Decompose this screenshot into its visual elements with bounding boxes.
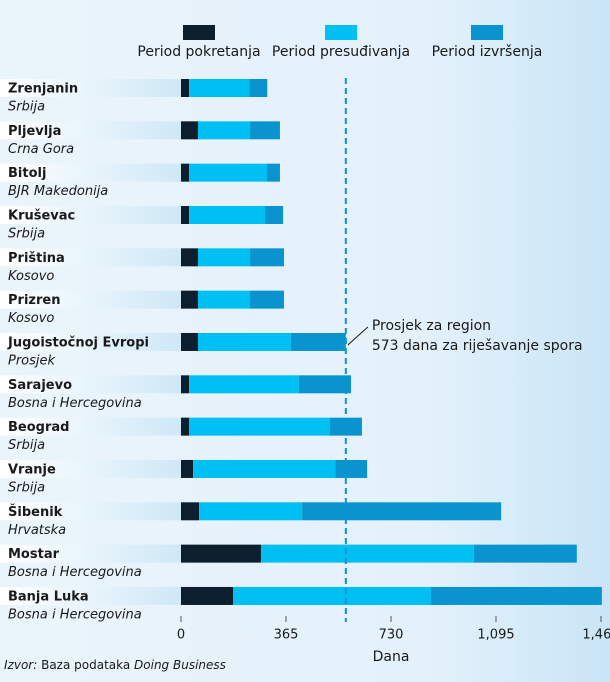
bar-segment: [181, 290, 198, 309]
subcategory-label: Kosovo: [8, 311, 54, 326]
bar-segment: [330, 417, 362, 436]
bar-segment: [302, 502, 502, 521]
source-prefix: Izvor:: [4, 658, 37, 672]
subcategory-label: Bosna i Hercegovina: [8, 396, 142, 411]
bar-segment: [233, 586, 431, 605]
category-label: Bitolj: [8, 166, 46, 181]
annotation: 573 dana za riješavanje spora: [372, 338, 583, 354]
bar-segment: [250, 248, 284, 267]
category-label: Banja Luka: [8, 589, 89, 604]
source-italic: Doing Business: [134, 658, 226, 672]
category-label: Prizren: [8, 293, 60, 308]
source: Izvor: Baza podataka Doing Business: [4, 658, 226, 672]
row-band: [0, 163, 181, 182]
legend-swatch: [471, 25, 503, 40]
legend-label: Period presuđivanja: [272, 44, 410, 60]
bar-segment: [265, 205, 284, 224]
subcategory-label: Srbija: [8, 480, 45, 495]
bar-segment: [181, 205, 190, 224]
category-label: Jugoistočnoj Evropi: [7, 335, 149, 350]
bar-segment: [197, 290, 251, 309]
subcategory-label: Srbija: [8, 438, 45, 453]
row-band: [0, 375, 181, 394]
bar-segment: [181, 502, 200, 521]
legend-label: Period izvršenja: [432, 44, 543, 60]
bar-segment: [199, 502, 303, 521]
bar-segment: [290, 332, 346, 351]
bar-segment: [181, 163, 190, 182]
bar-segment: [189, 79, 250, 97]
row-band: [0, 417, 181, 436]
x-tick-label: 1,095: [477, 628, 514, 643]
x-axis-label: Dana: [373, 649, 410, 665]
bar-segment: [181, 121, 198, 140]
bar-segment: [197, 121, 251, 140]
x-tick-label: 0: [177, 628, 185, 643]
bar-segment: [181, 332, 198, 351]
bar-segment: [193, 459, 336, 478]
bar-segment: [181, 375, 190, 394]
bar-segment: [181, 586, 234, 605]
bar-segment: [181, 248, 198, 267]
row-band: [0, 79, 181, 97]
subcategory-label: Hrvatska: [8, 523, 66, 538]
row-band: [0, 205, 181, 224]
category-label: Pljevlja: [8, 124, 61, 139]
subcategory-label: BJR Makedonija: [8, 184, 108, 199]
x-tick-label: 365: [274, 628, 299, 643]
subcategory-label: Prosjek: [8, 353, 56, 368]
row-band: [0, 586, 181, 605]
category-label: Šibenik: [8, 504, 63, 520]
subcategory-label: Bosna i Hercegovina: [8, 607, 142, 622]
legend-swatch: [325, 25, 357, 40]
bar-segment: [197, 248, 251, 267]
source-text: Baza podataka: [37, 658, 134, 672]
bar-segment: [189, 163, 268, 182]
subcategory-label: Bosna i Hercegovina: [8, 565, 142, 580]
bar-segment: [430, 586, 602, 605]
subcategory-label: Kosovo: [8, 269, 54, 284]
bar-segment: [189, 205, 265, 224]
category-label: Beograd: [8, 420, 69, 435]
x-tick-label: 730: [379, 628, 404, 643]
row-band: [0, 290, 181, 309]
category-label: Kruševac: [8, 208, 75, 223]
bar-segment: [473, 544, 577, 563]
bar-segment: [181, 544, 261, 563]
category-label: Zrenjanin: [8, 82, 78, 97]
row-band: [0, 121, 181, 140]
category-label: Mostar: [8, 547, 60, 562]
bar-segment: [335, 459, 368, 478]
subcategory-label: Crna Gora: [8, 142, 74, 157]
row-band: [0, 502, 181, 521]
bar-segment: [189, 417, 331, 436]
annotation-connector: [347, 326, 369, 346]
bar-segment: [189, 375, 299, 394]
subcategory-label: Srbija: [8, 100, 45, 115]
category-label: Priština: [8, 251, 65, 266]
bar-segment: [267, 163, 280, 182]
legend-swatch: [183, 25, 215, 40]
bar-segment: [181, 459, 194, 478]
x-tick-label: 1,460: [582, 628, 610, 643]
row-band: [0, 248, 181, 267]
row-band: [0, 332, 181, 351]
bar-segment: [249, 79, 268, 97]
bar-segment: [250, 121, 280, 140]
subcategory-label: Srbija: [8, 226, 45, 241]
bar-segment: [250, 290, 284, 309]
annotation: Prosjek za region: [372, 318, 491, 334]
category-label: Sarajevo: [8, 378, 72, 393]
bar-segment: [260, 544, 474, 563]
row-band: [0, 459, 181, 478]
bar-segment: [181, 417, 190, 436]
bar-segment: [197, 332, 291, 351]
row-band: [0, 544, 181, 563]
bar-segment: [181, 79, 190, 97]
category-label: Vranje: [8, 462, 56, 477]
bar-segment: [298, 375, 352, 394]
legend-label: Period pokretanja: [137, 44, 260, 60]
